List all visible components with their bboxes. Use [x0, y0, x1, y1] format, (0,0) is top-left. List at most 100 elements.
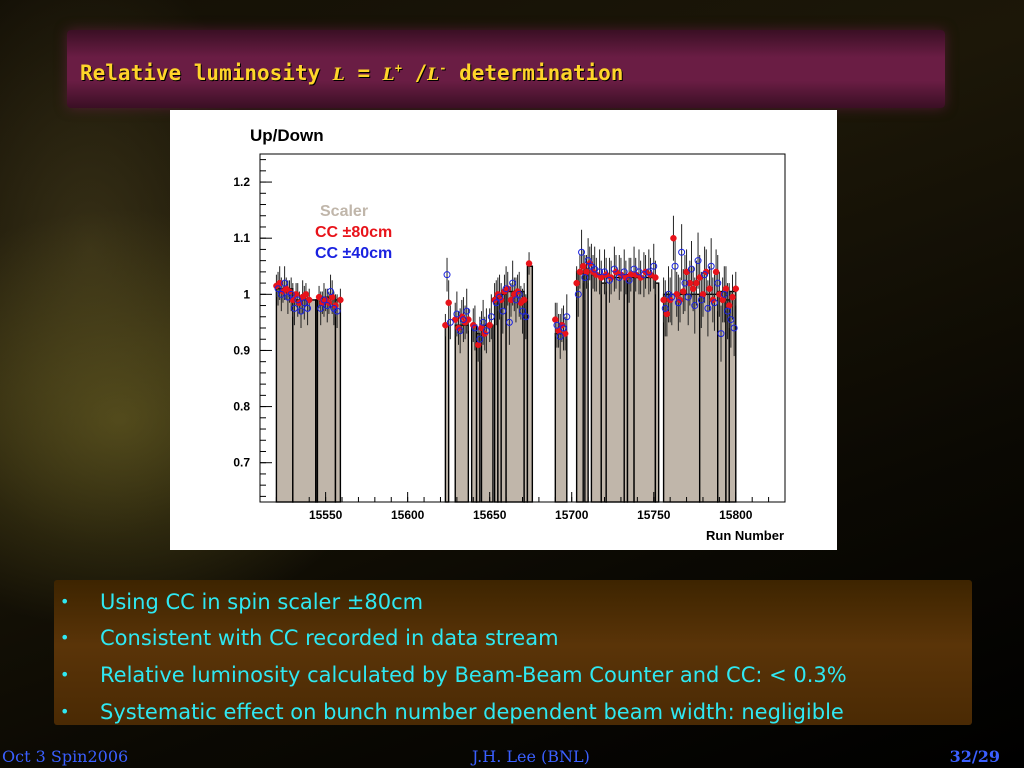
cc40-point [471, 324, 479, 332]
cc80-point [465, 316, 472, 323]
scaler-bar [292, 299, 317, 503]
cc40-point [694, 257, 702, 265]
cc40-point [482, 327, 490, 335]
cc40-point [519, 307, 526, 315]
cc40-point [645, 268, 653, 276]
title-symbol-lplus: L [382, 65, 395, 85]
cc40-point [620, 268, 628, 276]
scaler-bar [605, 276, 625, 503]
scaler-bar [334, 299, 342, 503]
cc40-point [509, 279, 517, 287]
cc40-point [459, 316, 467, 324]
cc40-point [596, 268, 604, 276]
cc40-point [327, 288, 335, 296]
cc40-point [717, 330, 725, 338]
scaler-bar [590, 273, 602, 503]
cc40-point [720, 290, 728, 298]
scaler-bar [600, 282, 607, 503]
scaler-bar [505, 290, 525, 503]
cc80-point [576, 268, 584, 276]
cc40-point [505, 318, 513, 326]
cc40-point [274, 285, 282, 293]
scaler-bar [728, 290, 737, 503]
cc80-point [680, 288, 687, 295]
scaler-bar [500, 293, 507, 503]
y-tick-label: 1 [243, 287, 250, 301]
cc40-point [522, 313, 530, 321]
cc40-point [277, 290, 285, 298]
scaler-bar [554, 332, 568, 503]
cc40-point [661, 304, 669, 312]
y-tick-label: 1.2 [233, 175, 250, 189]
cc40-point [317, 304, 325, 312]
cc40-point [556, 332, 564, 340]
scaler-bar [480, 324, 494, 503]
title-symbol-lminus: L [427, 65, 440, 85]
x-tick-label: 15550 [309, 508, 343, 522]
cc40-point [560, 324, 568, 332]
cc80-point [302, 291, 310, 298]
cc80-point [652, 274, 659, 281]
bullet-text: Using CC in spin scaler ±80cm [100, 590, 424, 614]
cc40-point [707, 262, 715, 270]
cc80-point [525, 260, 533, 267]
cc40-point [487, 313, 495, 321]
scaler-bar [584, 268, 589, 503]
cc40-point [290, 304, 298, 312]
cc40-point [625, 276, 633, 284]
cc40-point [476, 335, 484, 343]
cc40-point [668, 293, 676, 301]
cc80-point [670, 234, 677, 242]
slide-title: Relative luminosity L = L+ /L- determina… [80, 51, 623, 85]
cc80-point [328, 293, 336, 301]
legend-label: CC ±80cm [315, 224, 392, 241]
cc40-point [456, 327, 464, 335]
title-minus-sup: - [439, 61, 447, 75]
cc40-point [300, 299, 308, 307]
cc40-point [553, 321, 561, 329]
cc40-point [605, 276, 613, 284]
cc40-point [323, 302, 331, 310]
cc40-point [691, 302, 699, 310]
cc40-point [678, 248, 686, 256]
cc40-point [502, 285, 510, 293]
cc40-point [479, 318, 487, 326]
cc40-point [287, 290, 295, 298]
cc40-point [297, 307, 305, 315]
cc40-point [727, 316, 735, 324]
cc40-point [650, 262, 658, 270]
title-rest: determination [446, 61, 624, 85]
y-tick-label: 1.1 [233, 231, 250, 245]
title-bar [67, 30, 945, 108]
cc40-point [684, 293, 692, 301]
cc40-point [584, 257, 592, 265]
chart-svg: Up/Down Run Number 0.7 0.8 0.9 1 1.1 1.2 15550… [233, 126, 786, 543]
cc40-point [496, 293, 504, 301]
cc40-point [610, 265, 618, 273]
cc40-point [578, 248, 586, 256]
cc40-point [574, 290, 582, 298]
cc80-point [579, 263, 587, 270]
legend-label: Scaler [320, 203, 368, 220]
scaler-bar [654, 282, 660, 503]
bullet-dot-icon: • [60, 702, 70, 721]
cc80-point [445, 299, 452, 306]
cc80-point [729, 293, 736, 301]
legend-label: CC ±40cm [315, 245, 392, 262]
cc40-point [294, 296, 302, 304]
y-tick-label: 0.7 [233, 456, 250, 470]
title-plus-sup: + [394, 61, 402, 75]
title-slash: / [401, 61, 428, 85]
cc80-point [689, 285, 697, 292]
cc40-point [730, 324, 738, 332]
cc80-point [486, 321, 493, 329]
bullet-dot-icon: • [60, 628, 70, 647]
cc40-point [697, 296, 705, 304]
cc40-point [674, 299, 682, 307]
cc40-point [515, 290, 523, 298]
x-tick-label: 15750 [637, 508, 671, 522]
y-tick-label: 0.9 [233, 343, 250, 357]
cc80-point [520, 296, 528, 304]
title-equals: = [344, 61, 383, 85]
cc80-point [660, 296, 667, 304]
